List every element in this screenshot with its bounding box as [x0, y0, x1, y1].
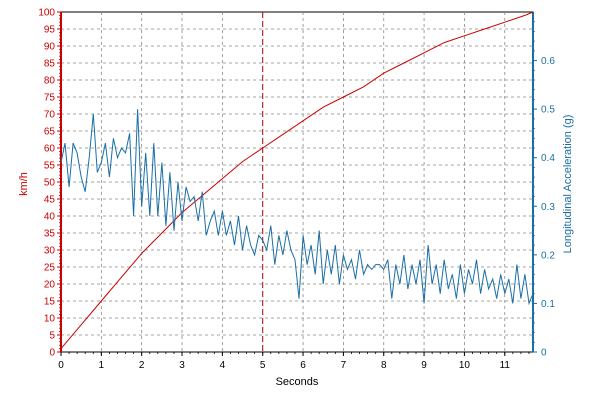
y-left-tick-label: 80 — [44, 76, 56, 87]
y-right-tick-label: 0.1 — [541, 299, 555, 310]
x-tick-label: 5 — [260, 360, 266, 371]
y-left-tick-label: 0 — [49, 348, 55, 359]
series-layer — [60, 11, 534, 349]
labels: Seconds km/h Longitudinal Acceleration (… — [18, 115, 574, 388]
y-left-tick-label: 55 — [44, 161, 56, 172]
y-axis-left-label: km/h — [18, 172, 30, 196]
x-tick-label: 3 — [179, 360, 185, 371]
y-left-tick-label: 100 — [38, 8, 55, 19]
y-left-tick-label: 10 — [44, 314, 56, 325]
y-left-tick-label: 45 — [44, 195, 56, 206]
y-left-tick-label: 60 — [44, 144, 56, 155]
x-axis-label: Seconds — [276, 376, 319, 388]
y-left-tick-label: 90 — [44, 42, 56, 53]
y-left-tick-label: 70 — [44, 110, 56, 121]
x-tick-label: 1 — [99, 360, 105, 371]
y-axis-right-label: Longitudinal Acceleration (g) — [562, 115, 574, 254]
y-right-tick-label: 0 — [541, 348, 547, 359]
x-tick-label: 11 — [500, 360, 511, 371]
y-left-tick-label: 20 — [44, 280, 56, 291]
y-left-tick-label: 25 — [44, 263, 56, 274]
y-left-tick-label: 30 — [44, 246, 56, 257]
y-right-tick-label: 0.3 — [541, 202, 555, 213]
x-tick-label: 0 — [58, 360, 64, 371]
x-tick-label: 6 — [300, 360, 306, 371]
x-tick-label: 10 — [459, 360, 471, 371]
y-left-tick-label: 50 — [44, 178, 56, 189]
y-right-tick-label: 0.5 — [541, 105, 555, 116]
axes: 0510152025303540455055606570758085909510… — [38, 8, 555, 372]
x-tick-label: 8 — [381, 360, 387, 371]
grid — [60, 11, 534, 353]
y-right-tick-label: 0.2 — [541, 250, 555, 261]
y-left-tick-label: 65 — [44, 127, 56, 138]
y-left-tick-label: 35 — [44, 229, 56, 240]
x-tick-label: 4 — [220, 360, 226, 371]
y-left-tick-label: 75 — [44, 93, 56, 104]
y-left-tick-label: 85 — [44, 59, 56, 70]
x-tick-label: 2 — [139, 360, 145, 371]
y-left-tick-label: 95 — [44, 25, 56, 36]
x-tick-label: 9 — [421, 360, 427, 371]
series-line-speed — [60, 11, 534, 349]
y-right-tick-label: 0.4 — [541, 153, 555, 164]
y-left-tick-label: 5 — [49, 331, 55, 342]
y-left-tick-label: 15 — [44, 297, 56, 308]
y-left-tick-label: 40 — [44, 212, 56, 223]
y-right-tick-label: 0.6 — [541, 56, 555, 67]
x-tick-label: 7 — [341, 360, 347, 371]
series-line-acceleration — [60, 109, 534, 306]
